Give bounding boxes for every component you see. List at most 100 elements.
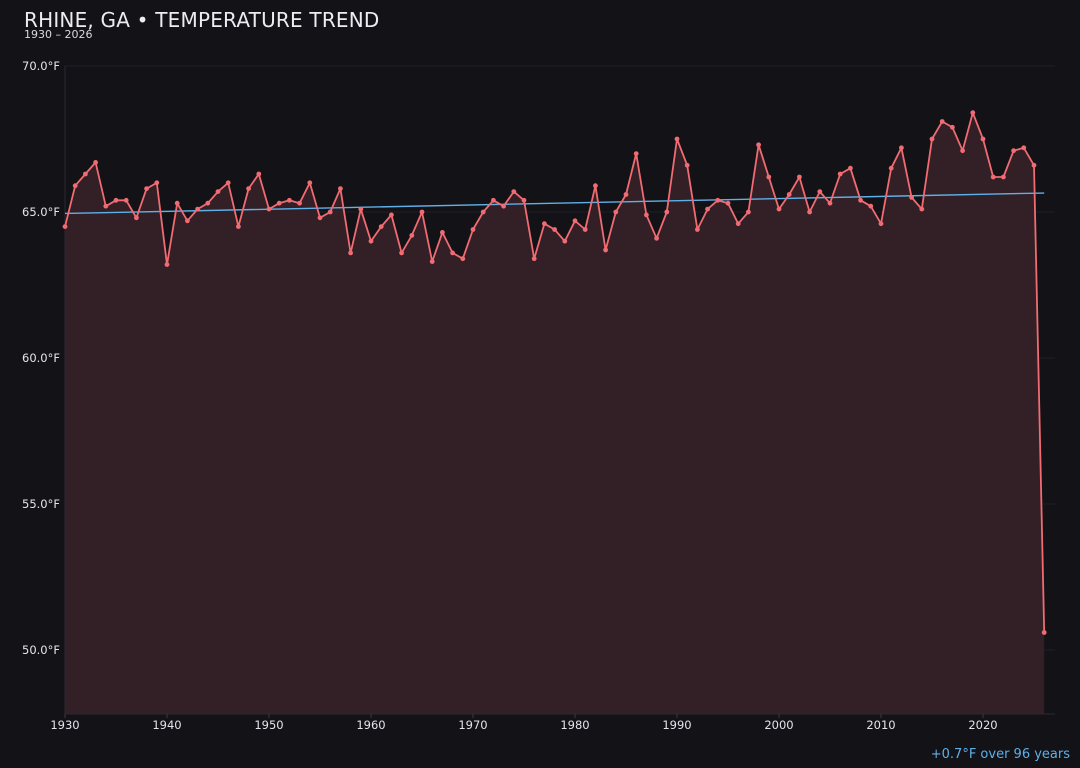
data-point-2015 xyxy=(929,136,935,142)
data-point-1950 xyxy=(266,206,272,212)
data-point-1989 xyxy=(664,209,670,215)
y-tick-label: 55.0°F xyxy=(22,497,60,511)
data-point-1988 xyxy=(654,235,659,241)
trend-summary: +0.7°F over 96 years xyxy=(930,747,1070,762)
data-point-2006 xyxy=(837,171,843,177)
data-point-1961 xyxy=(378,224,384,230)
data-point-1987 xyxy=(644,212,649,218)
data-point-1936 xyxy=(123,197,129,203)
data-point-1998 xyxy=(756,142,761,148)
data-point-1958 xyxy=(348,250,353,256)
data-point-2026 xyxy=(1041,630,1047,635)
data-point-1991 xyxy=(684,162,690,168)
data-point-2024 xyxy=(1021,145,1027,151)
data-point-1932 xyxy=(83,171,88,177)
data-point-1947 xyxy=(236,224,241,230)
y-axis-ticks: 50.0°F 55.0°F 60.0°F 65.0°F 70.0°F xyxy=(22,59,60,657)
data-point-2004 xyxy=(817,189,823,195)
data-point-1992 xyxy=(695,227,700,232)
data-point-1960 xyxy=(368,238,374,244)
data-point-1979 xyxy=(562,238,568,244)
data-point-2014 xyxy=(919,206,925,212)
x-tick-label: 1970 xyxy=(458,718,487,732)
data-point-1978 xyxy=(552,227,557,232)
data-point-1962 xyxy=(389,212,394,218)
data-point-2001 xyxy=(786,192,792,197)
data-point-1937 xyxy=(134,215,139,221)
data-point-1940 xyxy=(164,262,170,267)
x-axis-ticks: 1930 1940 1950 1960 1970 1980 1990 2000 2010 2020 xyxy=(50,714,998,732)
chart-title: RHINE, GA • TEMPERATURE TREND xyxy=(24,8,380,32)
data-point-1997 xyxy=(746,209,751,215)
data-point-1981 xyxy=(582,227,588,232)
data-point-1941 xyxy=(174,200,180,206)
data-point-1976 xyxy=(531,256,537,262)
data-point-1964 xyxy=(409,233,415,238)
data-point-2018 xyxy=(960,148,965,154)
data-point-1959 xyxy=(358,206,364,212)
data-point-2012 xyxy=(899,145,904,151)
data-point-1942 xyxy=(185,218,190,224)
data-point-1951 xyxy=(276,200,282,206)
x-tick-label: 2000 xyxy=(764,718,793,732)
data-point-2010 xyxy=(878,221,884,227)
data-point-2008 xyxy=(858,197,863,203)
y-tick-label: 70.0°F xyxy=(22,59,60,73)
data-point-1996 xyxy=(735,221,741,227)
data-point-1990 xyxy=(674,136,680,142)
data-point-1986 xyxy=(633,151,639,157)
data-point-1966 xyxy=(429,259,435,264)
data-point-1982 xyxy=(593,183,598,189)
data-point-2000 xyxy=(776,206,782,212)
data-point-1954 xyxy=(307,180,313,186)
trend-line xyxy=(64,192,1045,215)
data-point-2003 xyxy=(807,209,812,215)
data-point-2023 xyxy=(1011,148,1016,154)
data-point-1949 xyxy=(256,171,262,177)
data-point-1967 xyxy=(440,230,445,235)
data-point-2016 xyxy=(939,119,945,124)
x-tick-label: 1980 xyxy=(560,718,589,732)
data-point-1975 xyxy=(521,197,527,203)
data-point-1945 xyxy=(215,189,221,195)
data-point-1935 xyxy=(113,197,119,203)
data-points xyxy=(62,110,1047,635)
data-point-1963 xyxy=(399,250,404,256)
chart-subtitle: 1930 – 2026 xyxy=(24,28,93,41)
data-point-1983 xyxy=(603,247,608,253)
data-point-1944 xyxy=(205,200,211,206)
data-point-2020 xyxy=(980,136,986,142)
data-point-1973 xyxy=(501,203,506,209)
data-point-1994 xyxy=(715,197,721,203)
data-point-1999 xyxy=(766,174,772,180)
x-tick-label: 1990 xyxy=(662,718,691,732)
data-point-1980 xyxy=(572,218,578,224)
x-tick-label: 2010 xyxy=(866,718,895,732)
data-point-1953 xyxy=(297,200,302,206)
y-tick-label: 65.0°F xyxy=(22,205,60,219)
data-point-1946 xyxy=(225,180,231,186)
data-point-1984 xyxy=(613,209,619,215)
data-point-1934 xyxy=(103,203,109,209)
data-point-1957 xyxy=(338,186,343,192)
data-point-1970 xyxy=(470,227,476,232)
data-point-2025 xyxy=(1031,162,1037,168)
x-tick-label: 1930 xyxy=(50,718,79,732)
data-point-1931 xyxy=(72,183,78,189)
data-point-1952 xyxy=(287,197,292,203)
data-point-2021 xyxy=(990,174,996,180)
data-point-1939 xyxy=(154,180,160,186)
temperature-area-fill xyxy=(65,112,1045,714)
x-tick-label: 1960 xyxy=(356,718,385,732)
data-point-2011 xyxy=(888,165,894,171)
data-point-2013 xyxy=(909,195,914,200)
data-point-1995 xyxy=(725,200,731,206)
data-point-1969 xyxy=(460,256,466,262)
data-point-1948 xyxy=(246,186,252,192)
data-point-1993 xyxy=(705,206,710,212)
data-point-2002 xyxy=(797,174,802,180)
y-tick-label: 50.0°F xyxy=(22,643,60,657)
data-point-2005 xyxy=(827,200,833,206)
y-tick-label: 60.0°F xyxy=(22,351,60,365)
